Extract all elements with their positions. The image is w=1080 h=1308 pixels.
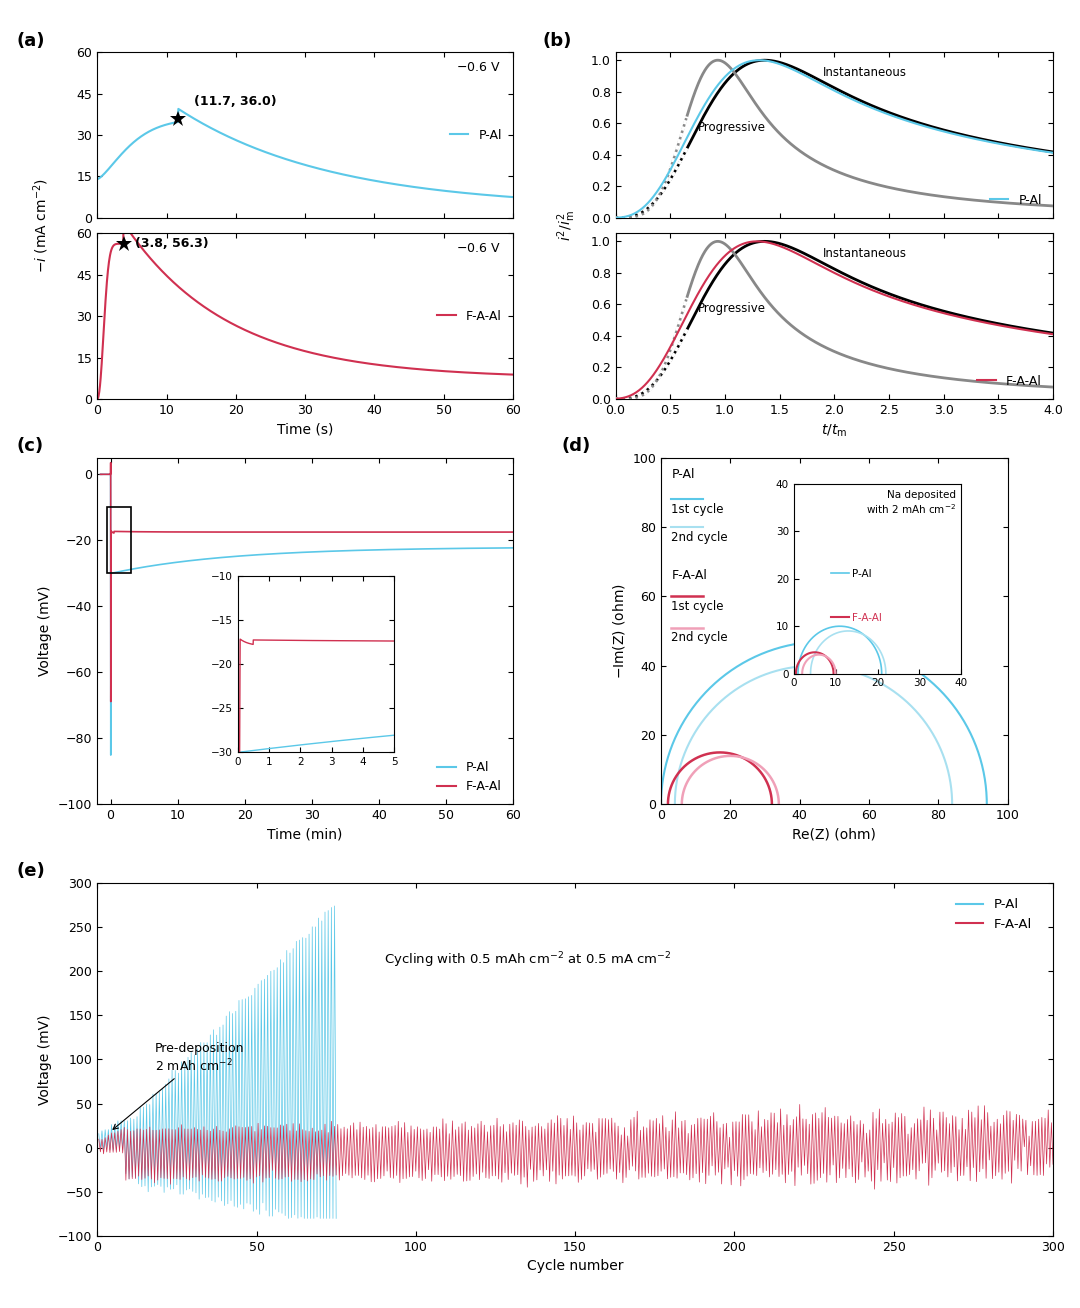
X-axis label: Cycle number: Cycle number [527,1260,623,1274]
Text: Instantaneous: Instantaneous [823,65,907,78]
Text: $-i$ (mA cm$^{-2}$): $-i$ (mA cm$^{-2}$) [31,178,51,273]
Text: 1st cycle: 1st cycle [672,600,724,613]
Y-axis label: Voltage (mV): Voltage (mV) [39,586,53,676]
Legend: P-Al, F-A-Al: P-Al, F-A-Al [432,756,507,798]
Legend: P-Al: P-Al [985,188,1047,212]
Text: (c): (c) [16,437,43,455]
Text: $-$0.6 V: $-$0.6 V [456,60,500,73]
Text: (3.8, 56.3): (3.8, 56.3) [135,237,208,250]
Text: Instantaneous: Instantaneous [823,247,907,260]
X-axis label: Time (s): Time (s) [276,422,334,437]
Y-axis label: Voltage (mV): Voltage (mV) [39,1014,53,1105]
Text: (b): (b) [542,31,571,50]
Text: (11.7, 36.0): (11.7, 36.0) [194,94,276,107]
Bar [107,508,131,573]
Text: Pre-deposition
2 mAh cm$^{-2}$: Pre-deposition 2 mAh cm$^{-2}$ [113,1041,244,1129]
Text: F-A-Al: F-A-Al [852,613,882,623]
Legend: F-A-Al: F-A-Al [432,305,507,328]
Text: $i^2/i_\mathrm{m}^2$: $i^2/i_\mathrm{m}^2$ [556,211,578,241]
X-axis label: Re(Z) (ohm): Re(Z) (ohm) [793,828,876,842]
Text: Progressive: Progressive [698,122,766,135]
X-axis label: $t/t_\mathrm{m}$: $t/t_\mathrm{m}$ [821,422,848,438]
Text: 2nd cycle: 2nd cycle [672,632,728,644]
Text: P-Al: P-Al [672,468,694,481]
Text: Cycling with 0.5 mAh cm$^{-2}$ at 0.5 mA cm$^{-2}$: Cycling with 0.5 mAh cm$^{-2}$ at 0.5 mA… [383,951,671,971]
Text: Progressive: Progressive [698,302,766,315]
Text: (e): (e) [16,862,45,880]
Legend: P-Al: P-Al [445,123,507,146]
Text: (a): (a) [16,31,44,50]
Y-axis label: $-$Im(Z) (ohm): $-$Im(Z) (ohm) [610,583,626,679]
Text: F-A-Al: F-A-Al [672,569,707,582]
Legend: F-A-Al: F-A-Al [972,370,1047,392]
Text: P-Al: P-Al [852,569,872,579]
Text: $-$0.6 V: $-$0.6 V [456,242,500,255]
Text: Na deposited
with 2 mAh cm$^{-2}$: Na deposited with 2 mAh cm$^{-2}$ [866,489,956,515]
X-axis label: Time (min): Time (min) [268,828,342,842]
Legend: P-Al, F-A-Al: P-Al, F-A-Al [951,893,1037,937]
Text: 1st cycle: 1st cycle [672,502,724,515]
Text: (d): (d) [562,437,591,455]
Text: 2nd cycle: 2nd cycle [672,531,728,544]
